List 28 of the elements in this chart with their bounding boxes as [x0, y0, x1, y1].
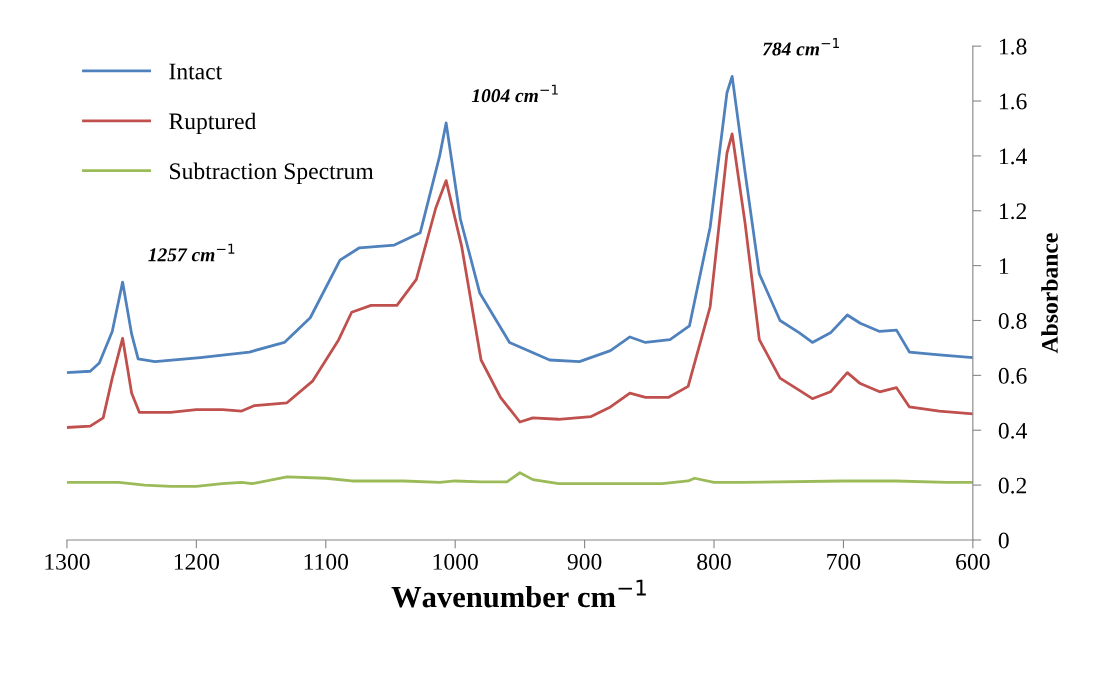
y-tick-label: 0 — [998, 532, 1009, 549]
x-tick-label: 1000 — [433, 553, 478, 570]
annotation: 1257 cm$^{−1}$ — [148, 243, 235, 262]
x-tick-label: 600 — [956, 553, 990, 570]
x-tick-label: 1100 — [304, 553, 349, 570]
line-series — [66, 132, 973, 429]
x-axis-title: Wavenumber cm$^{−1}$ — [391, 579, 646, 608]
x-tick-label: 1300 — [45, 553, 90, 570]
line-series — [66, 471, 973, 488]
x-tick-label: 800 — [697, 553, 731, 570]
x-tick-label: 900 — [567, 553, 602, 570]
y-axis-title: Absorbance — [1041, 233, 1058, 354]
x-tick-label: 700 — [827, 553, 861, 570]
legend-label: Ruptured — [169, 112, 257, 135]
y-tick-label: 1 — [999, 258, 1009, 274]
x-tick-label: 1200 — [174, 553, 220, 570]
y-tick-label: 1.4 — [999, 148, 1027, 165]
y-tick-label: 0.6 — [998, 367, 1027, 384]
y-tick-label: 1.2 — [999, 203, 1027, 220]
legend-label: Intact — [169, 63, 223, 80]
annotation: 1004 cm$^{−1}$ — [471, 84, 558, 103]
y-tick-label: 0.4 — [998, 422, 1027, 439]
annotation: 784 cm$^{−1}$ — [763, 38, 839, 56]
legend-label: Subtraction Spectrum — [170, 162, 374, 184]
y-tick-label: 0.2 — [998, 477, 1027, 494]
y-tick-label: 1.6 — [999, 93, 1027, 110]
y-tick-label: 1.8 — [999, 38, 1027, 55]
y-tick-label: 0.8 — [998, 312, 1027, 330]
